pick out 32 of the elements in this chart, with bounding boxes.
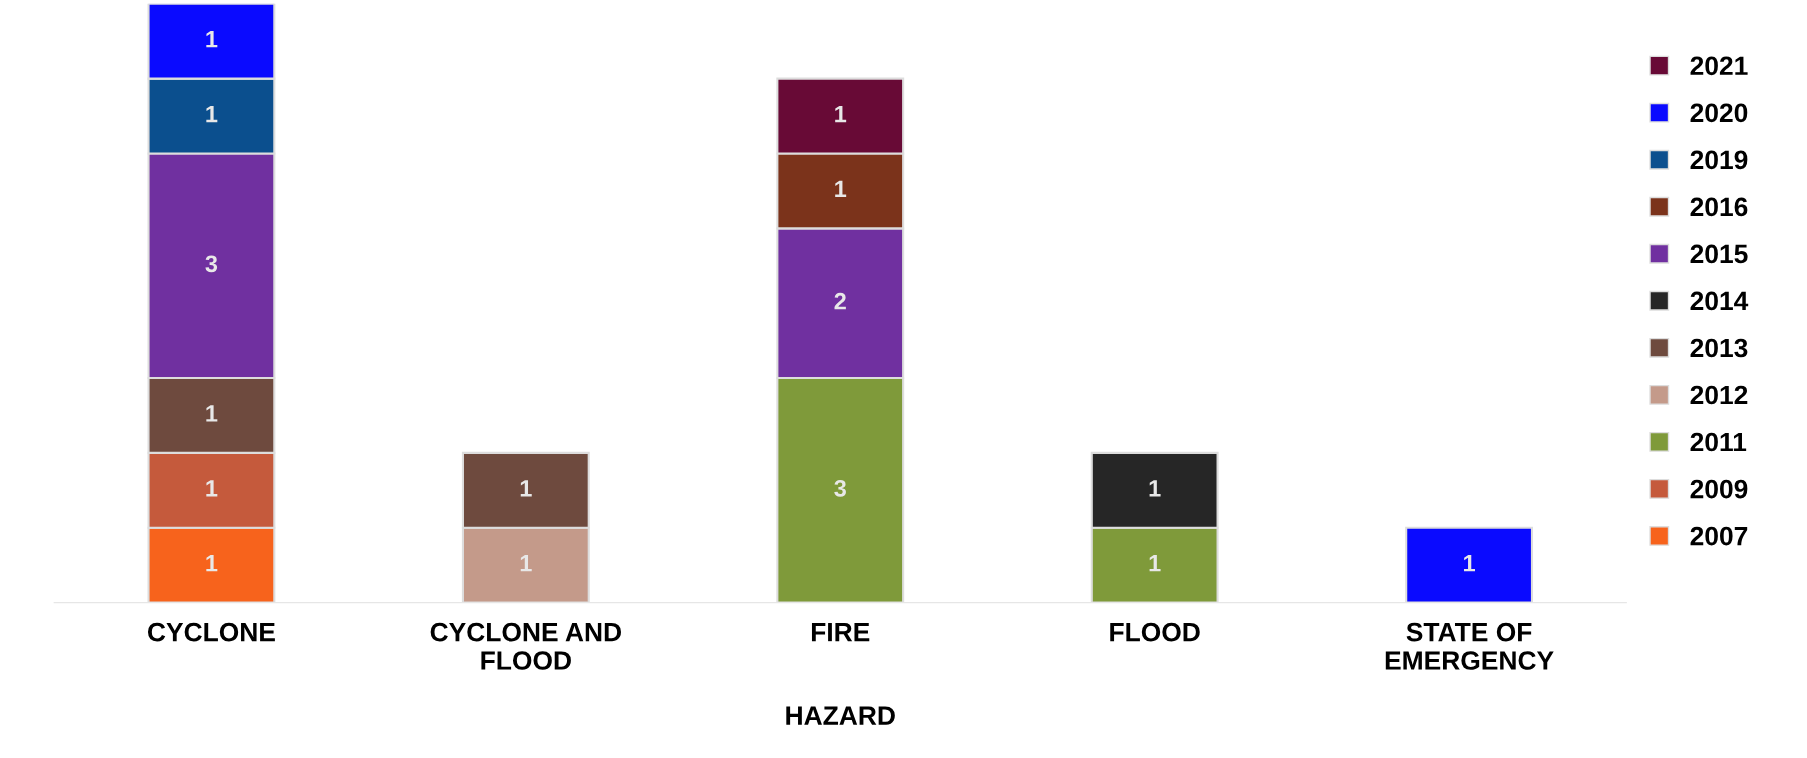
data-label: 1 — [1149, 480, 1161, 497]
data-label: 1 — [1464, 555, 1475, 572]
legend-label: 2016 — [1690, 197, 1748, 217]
data-label: 1 — [520, 480, 532, 497]
data-label: 1 — [206, 480, 218, 497]
x-tick-label: FLOOD — [1110, 622, 1200, 642]
legend-label: 2014 — [1690, 291, 1749, 311]
x-axis-title: HAZARD — [786, 706, 895, 725]
data-label: 1 — [206, 555, 218, 572]
legend-label: 2012 — [1690, 385, 1748, 405]
legend-label: 2019 — [1690, 150, 1748, 170]
data-label: 3 — [205, 255, 218, 273]
data-label: 1 — [206, 405, 218, 422]
data-label: 2 — [834, 292, 846, 310]
data-label: 1 — [206, 31, 218, 48]
legend-label: 2009 — [1690, 479, 1748, 499]
x-tick-label: FIRE — [811, 623, 870, 642]
data-label: 1 — [1149, 555, 1161, 572]
data-label: 1 — [835, 105, 847, 123]
x-tick-label: CYCLONE AND FLOOD — [430, 622, 621, 670]
data-label: 1 — [835, 180, 847, 198]
data-label: 3 — [834, 479, 846, 497]
data-label: 1 — [206, 105, 218, 123]
legend-label: 2015 — [1690, 244, 1748, 264]
legend-label: 2021 — [1690, 56, 1748, 76]
legend-label: 2007 — [1690, 526, 1748, 546]
x-tick-label: CYCLONE — [147, 622, 275, 642]
legend-label: 2020 — [1690, 103, 1748, 123]
legend-label: 2011 — [1690, 432, 1747, 452]
data-label: 1 — [520, 555, 532, 572]
x-tick-label: STATE OF EMERGENCY — [1385, 622, 1554, 670]
legend-label: 2013 — [1690, 338, 1748, 358]
